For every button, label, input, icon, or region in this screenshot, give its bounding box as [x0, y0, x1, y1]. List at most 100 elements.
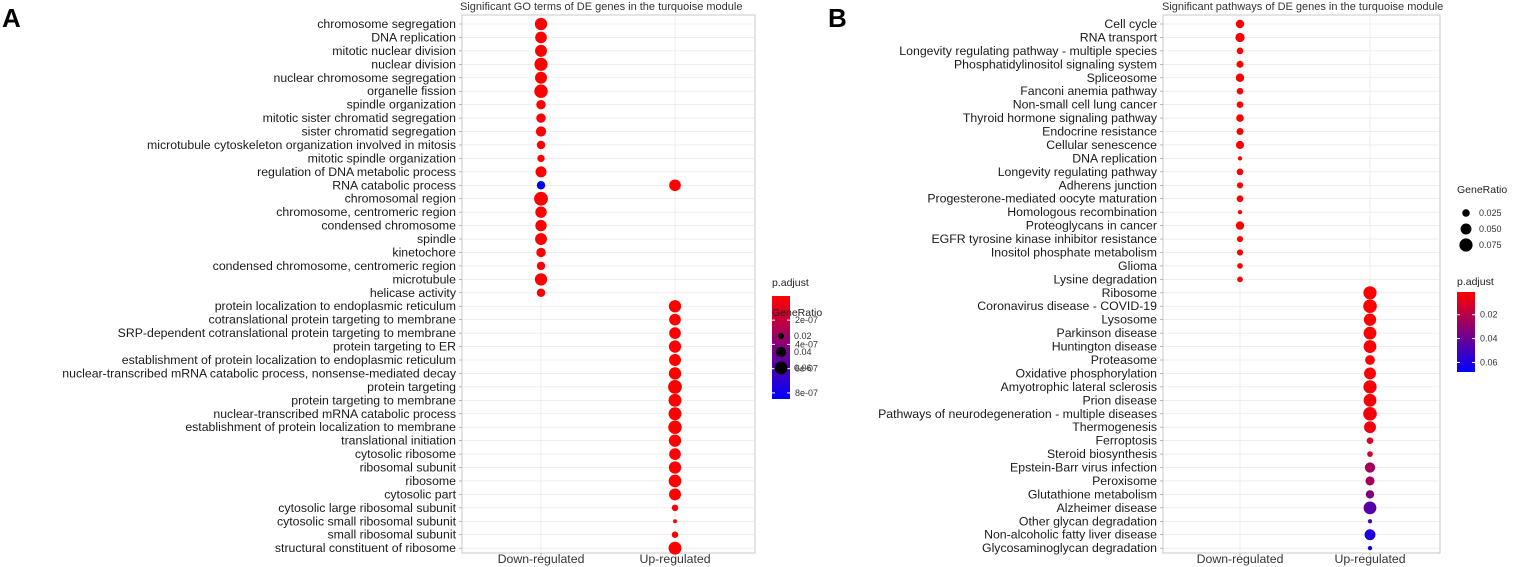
term-label: DNA replication [371, 30, 456, 44]
term-label: spindle [417, 232, 456, 246]
term-label: helicase activity [370, 286, 457, 300]
term-label: Ribosome [1102, 286, 1158, 300]
size-key-dot [775, 346, 787, 358]
term-label: small ribosomal subunit [328, 528, 457, 542]
chart-title: Significant pathways of DE genes in the … [1162, 1, 1443, 13]
term-label: Cellular senescence [1046, 138, 1157, 152]
point-condensed-chromosome-down-regulated [535, 219, 547, 232]
colorbar-label: 0.04 [1480, 334, 1498, 344]
term-label: Pathways of neurodegeneration - multiple… [878, 407, 1157, 421]
term-label: Parkinson disease [1057, 326, 1158, 340]
panel-label: B [828, 3, 847, 33]
point-protein-targeting-up-regulated [668, 379, 682, 394]
colorbar-label: 2e-07 [795, 315, 818, 325]
panel-label: A [2, 3, 21, 33]
term-label: condensed chromosome [321, 219, 456, 233]
size-key-label: 0.050 [1479, 224, 1502, 234]
point-parkinson-disease-up-regulated [1363, 326, 1377, 340]
term-label: Proteoglycans in cancer [1026, 219, 1157, 233]
term-label: protein targeting to membrane [291, 393, 456, 407]
point-oxidative-phosphorylation-up-regulated [1364, 367, 1376, 380]
term-label: protein targeting to ER [333, 340, 456, 354]
x-tick-label: Down-regulated [1197, 552, 1284, 566]
term-label: condensed chromosome, centromeric region [213, 259, 456, 273]
point-dna-replication-down-regulated [1237, 156, 1243, 161]
point-spindle-organization-down-regulated [536, 99, 546, 110]
term-label: translational initiation [341, 434, 456, 448]
legend-gene-ratio: GeneRatio 0.025 0.050 0.075 [1457, 184, 1507, 252]
point-thyroid-hormone-signaling-pathway-down-regulated [1236, 114, 1244, 122]
legend-p-adjust: p.adjust 0.02 0.04 0.06 [1457, 276, 1498, 372]
term-label: EGFR tyrosine kinase inhibitor resistanc… [931, 232, 1157, 246]
point-regulation-of-dna-metabolic-process-down-regulated [535, 166, 547, 178]
point-rna-catabolic-process-up-regulated [669, 179, 681, 192]
term-label: Lysine degradation [1054, 272, 1158, 286]
point-nuclear-division-down-regulated [534, 57, 548, 71]
point-ferroptosis-up-regulated [1366, 437, 1374, 444]
term-label: Thyroid hormone signaling pathway [963, 111, 1158, 125]
point-proteasome-up-regulated [1365, 355, 1375, 365]
point-peroxisome-up-regulated [1365, 476, 1375, 486]
point-non-small-cell-lung-cancer-down-regulated [1236, 101, 1244, 108]
point-cotranslational-protein-targeting-to-membrane-up-regulated [669, 313, 681, 326]
point-cytosolic-large-ribosomal-subunit-up-regulated [671, 504, 679, 512]
term-label: Longevity regulating pathway - multiple … [899, 44, 1157, 58]
point-rna-transport-down-regulated [1235, 32, 1245, 43]
point-adherens-junction-down-regulated [1236, 182, 1244, 189]
size-key-label: 0.04 [794, 347, 812, 357]
plot-panel [461, 14, 756, 554]
term-label: chromosome, centromeric region [276, 205, 456, 219]
size-key-dot [774, 361, 788, 375]
term-label: establishment of protein localization to… [185, 420, 456, 434]
colorbar [1457, 292, 1475, 372]
colorbar-label: 8e-07 [795, 388, 818, 398]
point-cytosolic-small-ribosomal-subunit-up-regulated [673, 519, 677, 524]
term-label: DNA replication [1072, 151, 1157, 165]
term-label: Peroxisome [1092, 474, 1157, 488]
term-label: cytosolic ribosome [355, 447, 456, 461]
point-glioma-down-regulated [1237, 263, 1243, 269]
term-label: Inositol phosphate metabolism [991, 245, 1157, 259]
term-label: nuclear chromosome segregation [273, 71, 456, 85]
panel-a: A Significant GO terms of DE genes in the… [2, 1, 822, 566]
point-cell-cycle-down-regulated [1235, 19, 1245, 29]
colorbar-label: 0.02 [1480, 310, 1498, 320]
term-label: Epstein-Barr virus infection [1010, 461, 1157, 475]
point-endocrine-resistance-down-regulated [1236, 128, 1244, 136]
term-label: Huntington disease [1052, 340, 1157, 354]
legend-title: p.adjust [772, 277, 809, 289]
point-alzheimer-disease-up-regulated [1363, 501, 1377, 515]
term-label: mitotic sister chromatid segregation [263, 111, 457, 125]
term-label: microtubule cytoskeleton organization in… [147, 138, 456, 152]
point-egfr-tyrosine-kinase-inhibitor-resistance-down-regulated [1236, 235, 1244, 243]
term-label: Endocrine resistance [1042, 125, 1157, 139]
point-longevity-regulating-pathway-down-regulated [1236, 168, 1244, 176]
term-label: Non-alcoholic fatty liver disease [984, 528, 1157, 542]
point-chromosomal-region-down-regulated [534, 191, 548, 206]
term-label: Ferroptosis [1095, 434, 1157, 448]
size-key-dot [1462, 209, 1470, 217]
point-kinetochore-down-regulated [536, 247, 546, 258]
size-key-dot [1460, 223, 1472, 235]
plot-panel [1162, 14, 1441, 554]
term-label: Steroid biosynthesis [1047, 447, 1157, 461]
term-label: spindle organization [347, 98, 457, 112]
term-label: Thermogenesis [1072, 420, 1157, 434]
term-label: ribosomal subunit [360, 461, 457, 475]
term-label: cytosolic small ribosomal subunit [277, 514, 457, 528]
point-nuclear-transcribed-mrna-catabolic-process-nonsense-mediated-decay-up-regulated [668, 367, 682, 380]
term-label: microtubule [392, 272, 456, 286]
term-label: cytosolic large ribosomal subunit [278, 501, 456, 515]
term-label: mitotic nuclear division [332, 44, 456, 58]
legend-title: GeneRatio [1457, 184, 1507, 196]
term-label: Glioma [1118, 259, 1157, 273]
point-protein-targeting-to-membrane-up-regulated [668, 393, 682, 407]
term-label: Oxidative phosphorylation [1016, 366, 1158, 380]
size-key-label: 0.02 [794, 331, 812, 341]
point-chromosome-segregation-down-regulated [534, 17, 548, 31]
term-label: chromosome segregation [317, 17, 456, 31]
point-thermogenesis-up-regulated [1364, 421, 1376, 434]
point-homologous-recombination-down-regulated [1237, 210, 1243, 215]
term-label: Fanconi anemia pathway [1020, 84, 1158, 98]
colorbar-label: 6e-07 [795, 364, 818, 374]
